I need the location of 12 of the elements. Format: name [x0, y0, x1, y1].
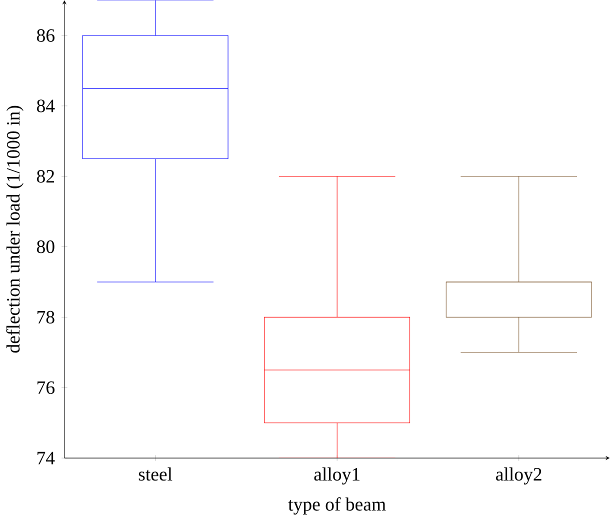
x-tick-label: steel — [138, 468, 172, 481]
y-tick-label: 80 — [36, 240, 54, 254]
y-tick-label: 78 — [38, 310, 54, 324]
x-tick-label: alloy2 — [496, 468, 542, 485]
y-tick-label: 76 — [38, 381, 54, 394]
y-tick-label: 84 — [36, 100, 55, 112]
y-axis-title: deflection under load (1/1000 in) — [6, 106, 24, 353]
y-tick-label: 74 — [38, 452, 55, 464]
y-tick-label: 86 — [36, 29, 54, 42]
x-axis-title: type of beam — [288, 497, 386, 515]
x-tick-label: alloy1 — [314, 468, 360, 485]
y-tick-label: 82 — [36, 170, 54, 183]
